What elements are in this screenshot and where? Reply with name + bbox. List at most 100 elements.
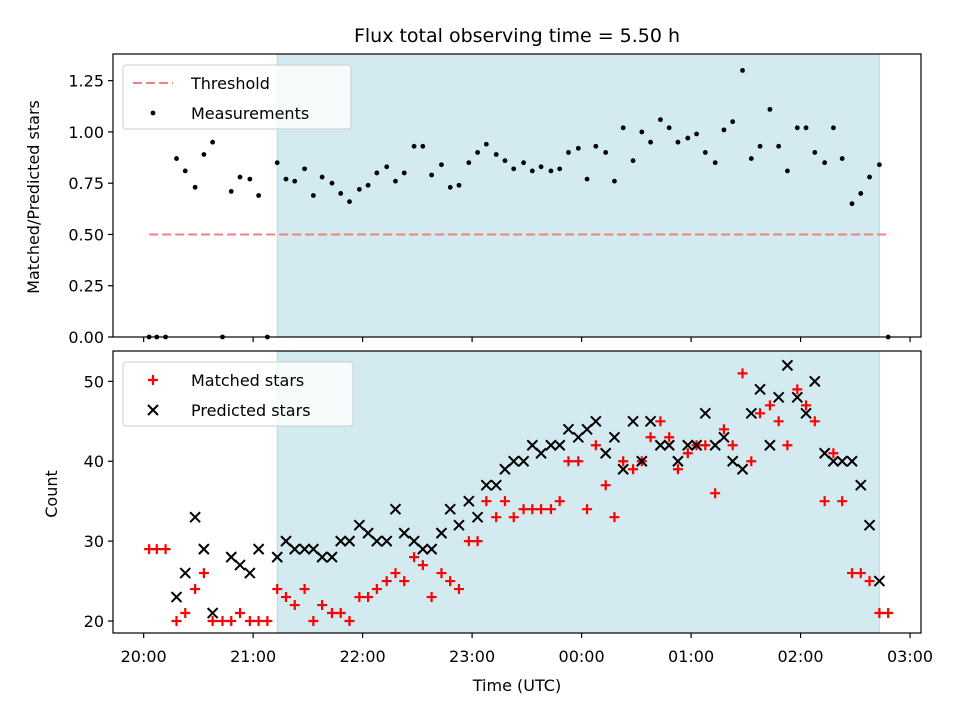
measurement-point	[630, 158, 636, 164]
predicted-star-point	[435, 527, 448, 539]
matched-star-point	[226, 616, 237, 627]
matched-star-point	[874, 608, 885, 619]
matched-star-point	[445, 576, 456, 587]
legend: Matched stars Predicted stars	[122, 361, 354, 427]
matched-star-point	[235, 608, 246, 619]
predicted-star-point	[827, 455, 840, 467]
measurement-point	[411, 143, 417, 149]
measurement-point	[666, 125, 672, 131]
measurement-point	[374, 170, 380, 176]
predicted-star-point	[307, 543, 320, 555]
predicted-star-point	[873, 575, 886, 587]
legend-label: Threshold	[190, 74, 270, 93]
predicted-star-point	[444, 503, 456, 515]
predicted-star-point	[672, 455, 684, 467]
measurement-point	[302, 166, 307, 172]
predicted-star-point	[581, 423, 593, 435]
predicted-star-point	[289, 543, 301, 555]
measurement-point	[292, 178, 298, 184]
y-tick-label: 50	[84, 372, 104, 391]
predicted-star-point	[800, 407, 812, 420]
predicted-star-point	[545, 439, 557, 451]
matched-star-point	[253, 616, 264, 627]
measurement-point	[658, 117, 663, 123]
matched-star-point	[609, 512, 620, 523]
measurement-point	[201, 152, 207, 157]
x-axis-label: Time (UTC)	[472, 676, 561, 695]
predicted-star-point	[663, 439, 675, 451]
predicted-star-point	[772, 391, 785, 404]
measurement-point	[401, 170, 407, 176]
predicted-star-point	[562, 423, 575, 435]
legend-box	[122, 361, 354, 427]
measurement-point	[785, 168, 790, 174]
observing-span	[277, 54, 880, 337]
y-tick-label: 0.25	[68, 277, 104, 296]
measurement-point	[384, 164, 390, 170]
matched-star-point	[463, 536, 474, 547]
measurement-point	[548, 168, 554, 174]
measurement-point	[365, 182, 371, 188]
measurement-point	[748, 156, 754, 161]
axes-frame	[112, 350, 922, 634]
matched-star-point	[527, 504, 538, 515]
measurement-point	[812, 150, 818, 155]
predicted-star-point	[198, 543, 210, 555]
matched-star-point	[299, 584, 310, 595]
legend-predicted-swatch	[147, 404, 159, 416]
predicted-star-point	[608, 431, 621, 443]
predicted-star-point	[718, 431, 730, 443]
y-tick-label: 30	[84, 532, 104, 551]
predicted-star-point	[371, 535, 383, 547]
measurement-point	[529, 168, 535, 174]
matched-star-point	[847, 568, 858, 579]
predicted-star-point	[417, 543, 429, 555]
measurement-point	[319, 174, 325, 180]
measurement-point	[310, 193, 316, 198]
predicted-star-point	[480, 479, 493, 491]
predicted-star-point	[745, 407, 758, 420]
matched-star-point	[819, 496, 830, 507]
matched-star-point	[573, 456, 584, 467]
matched-star-point	[682, 448, 693, 459]
measurement-point	[283, 176, 289, 182]
matched-star-point	[326, 608, 337, 619]
matched-star-point	[792, 384, 803, 395]
measurement-point	[867, 174, 872, 180]
matched-star-point	[828, 448, 839, 459]
x-tick-label: 21:00	[230, 647, 276, 666]
measurement-point	[393, 178, 398, 184]
measurement-point	[356, 186, 362, 192]
measurement-point	[192, 184, 198, 190]
measurement-point	[538, 164, 544, 170]
matched-star-point	[764, 400, 775, 411]
measurement-point	[475, 150, 480, 155]
matched-star-point	[453, 584, 464, 595]
matched-star-point	[308, 616, 319, 627]
predicted-star-point	[709, 439, 721, 451]
y-tick-label: 20	[84, 612, 104, 631]
x-tick-label: 20:00	[121, 647, 167, 666]
y-tick-label: 1.00	[68, 123, 104, 142]
matched-star-point	[363, 592, 374, 603]
predicted-star-point	[362, 527, 374, 539]
matched-star-point	[190, 584, 201, 595]
measurement-point	[876, 162, 882, 168]
legend-label: Matched stars	[191, 371, 304, 390]
matched-star-point	[628, 464, 639, 475]
measurement-point	[712, 160, 718, 166]
predicted-star-point	[425, 543, 438, 555]
measurement-point	[648, 139, 653, 145]
matched-star-point	[417, 560, 428, 571]
matched-star-point	[436, 568, 447, 579]
measurement-point	[767, 106, 773, 112]
matched-star-point	[746, 456, 757, 467]
matched-star-point	[782, 440, 793, 451]
measurement-point	[620, 125, 626, 131]
measurement-point	[839, 156, 845, 161]
predicted-star-point	[526, 439, 539, 451]
matched-star-point	[272, 584, 283, 595]
predicted-star-point	[863, 519, 876, 531]
predicted-star-point	[189, 511, 201, 523]
legend-measurement-swatch	[150, 110, 156, 116]
